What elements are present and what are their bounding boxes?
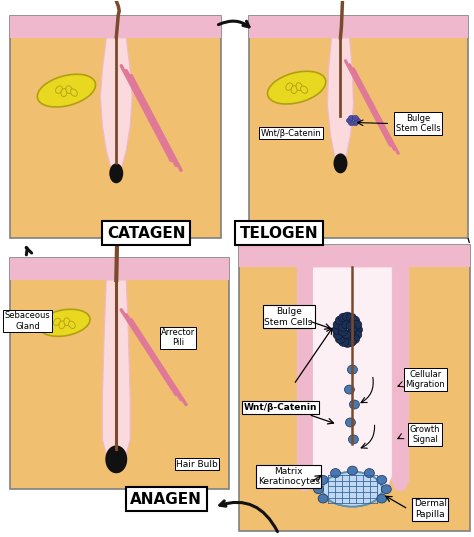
Ellipse shape [348,115,355,120]
Ellipse shape [39,309,90,336]
Ellipse shape [342,321,351,329]
Ellipse shape [353,325,363,334]
Ellipse shape [338,337,348,346]
Ellipse shape [334,154,347,173]
Ellipse shape [353,121,358,126]
Polygon shape [297,267,312,481]
Ellipse shape [381,485,392,494]
Ellipse shape [377,494,387,503]
Polygon shape [102,280,130,459]
Ellipse shape [346,118,353,123]
Ellipse shape [301,86,308,93]
Ellipse shape [54,318,60,325]
Text: Matrix
Keratinocytes: Matrix Keratinocytes [258,467,319,486]
Text: ANAGEN: ANAGEN [130,492,202,507]
Ellipse shape [333,330,343,339]
Ellipse shape [332,325,342,334]
Ellipse shape [61,89,67,97]
Ellipse shape [64,318,70,326]
Ellipse shape [377,475,387,484]
Ellipse shape [297,471,312,491]
Ellipse shape [69,321,75,329]
Text: Bulge
Stem Cells: Bulge Stem Cells [396,114,440,133]
Bar [9,258,229,489]
Ellipse shape [335,316,345,325]
Ellipse shape [267,71,326,104]
Ellipse shape [346,330,355,338]
Ellipse shape [286,83,292,90]
Ellipse shape [109,163,123,183]
Text: Wnt/β-Catenin: Wnt/β-Catenin [244,403,318,412]
Bar [9,258,229,280]
Polygon shape [328,38,354,163]
Ellipse shape [350,316,360,325]
Ellipse shape [355,118,360,123]
Ellipse shape [365,469,374,477]
Text: Cellular
Migration: Cellular Migration [405,370,445,389]
Ellipse shape [350,335,360,344]
Polygon shape [392,267,408,481]
Ellipse shape [296,83,302,91]
Text: CATAGEN: CATAGEN [107,226,185,241]
Ellipse shape [314,485,324,494]
Ellipse shape [343,312,353,321]
Text: Arrector
Pili: Arrector Pili [161,328,195,347]
Ellipse shape [55,86,62,93]
Ellipse shape [346,418,356,427]
Ellipse shape [348,435,358,444]
Text: TELOGEN: TELOGEN [239,226,318,241]
Bar [239,245,470,531]
Ellipse shape [346,322,355,330]
Ellipse shape [71,89,77,96]
Ellipse shape [345,385,355,394]
Ellipse shape [338,313,348,322]
Ellipse shape [335,335,345,344]
Bar [249,16,468,238]
Polygon shape [312,267,392,499]
Ellipse shape [318,475,328,484]
Ellipse shape [348,326,357,334]
Text: Dermal
Papilla: Dermal Papilla [414,499,447,519]
Ellipse shape [37,74,96,107]
Ellipse shape [338,324,347,332]
Bar [9,16,221,38]
Ellipse shape [342,331,351,339]
Ellipse shape [349,400,359,409]
Ellipse shape [347,466,357,475]
Ellipse shape [346,313,356,322]
Text: Sebaceous
Gland: Sebaceous Gland [5,311,50,330]
Ellipse shape [333,320,343,329]
Text: Growth
Signal: Growth Signal [410,425,440,444]
Ellipse shape [105,445,127,473]
Ellipse shape [330,469,340,477]
Bar [9,16,221,238]
Ellipse shape [322,472,383,506]
Polygon shape [100,38,132,173]
Ellipse shape [352,320,362,329]
Ellipse shape [338,328,347,336]
Text: Hair Bulb: Hair Bulb [176,460,218,469]
Ellipse shape [59,321,65,329]
Ellipse shape [291,86,297,93]
Ellipse shape [318,494,328,503]
Text: Wnt/β-Catenin: Wnt/β-Catenin [260,129,321,138]
Bar [239,245,470,267]
Ellipse shape [66,86,72,93]
Ellipse shape [347,365,357,374]
Ellipse shape [343,338,353,347]
Ellipse shape [392,471,408,491]
Ellipse shape [353,115,358,120]
Text: Bulge
Stem Cells: Bulge Stem Cells [264,307,313,326]
Ellipse shape [352,330,362,339]
Ellipse shape [346,337,356,346]
Bar [249,16,468,38]
Ellipse shape [348,121,355,126]
